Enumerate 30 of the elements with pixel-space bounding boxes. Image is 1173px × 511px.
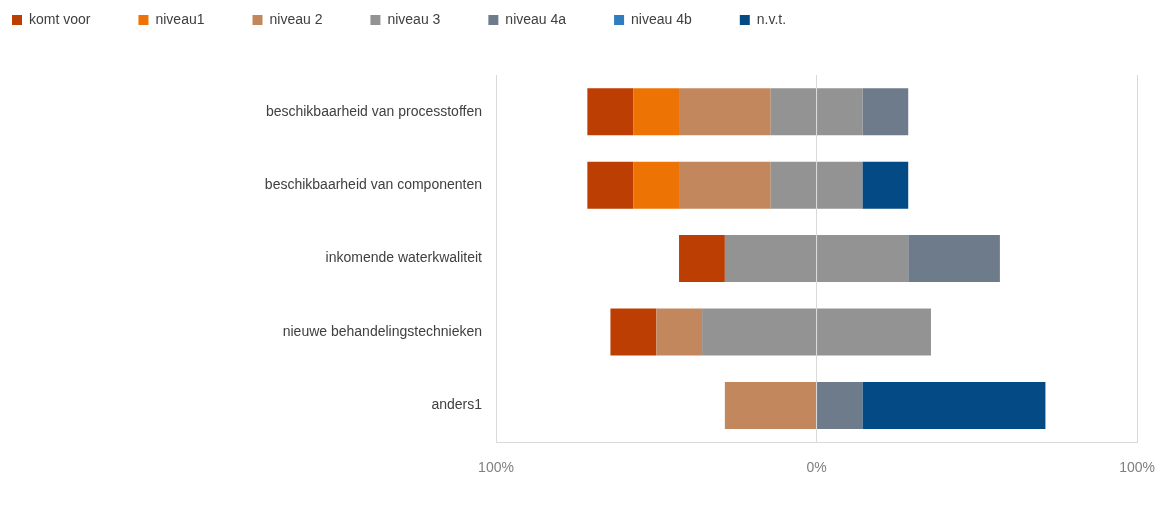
legend-label: niveau 3 — [387, 10, 441, 27]
bar — [656, 308, 703, 356]
x-tick-label: 100% — [478, 459, 514, 476]
legend-label: niveau1 — [155, 10, 205, 27]
y-tick-label: anders1 — [431, 396, 483, 413]
bar — [679, 161, 771, 209]
bar — [587, 88, 634, 136]
bar — [679, 88, 771, 136]
bar — [610, 308, 657, 356]
legend-label: komt voor — [29, 10, 91, 27]
bar — [862, 381, 1046, 429]
legend-label: niveau 4b — [631, 10, 693, 27]
bar — [817, 381, 863, 429]
legend-label: niveau 2 — [269, 10, 323, 27]
bar — [633, 88, 680, 136]
bar — [679, 235, 725, 283]
bar — [633, 161, 680, 209]
x-tick-label: 0% — [806, 459, 827, 476]
bar — [908, 235, 1000, 283]
y-tick-label: nieuwe behandelingstechnieken — [282, 322, 482, 339]
legend-label: niveau 4a — [505, 10, 567, 27]
bar — [587, 161, 634, 209]
y-tick-label: inkomende waterkwaliteit — [325, 249, 483, 266]
y-tick-label: beschikbaarheid van componenten — [264, 176, 482, 193]
bar — [862, 161, 909, 209]
y-tick-label: beschikbaarheid van processtoffen — [265, 102, 482, 119]
bar — [862, 88, 909, 136]
legend-label: n.v.t. — [756, 10, 787, 27]
x-tick-label: 100% — [1119, 459, 1155, 476]
bar — [724, 381, 817, 429]
